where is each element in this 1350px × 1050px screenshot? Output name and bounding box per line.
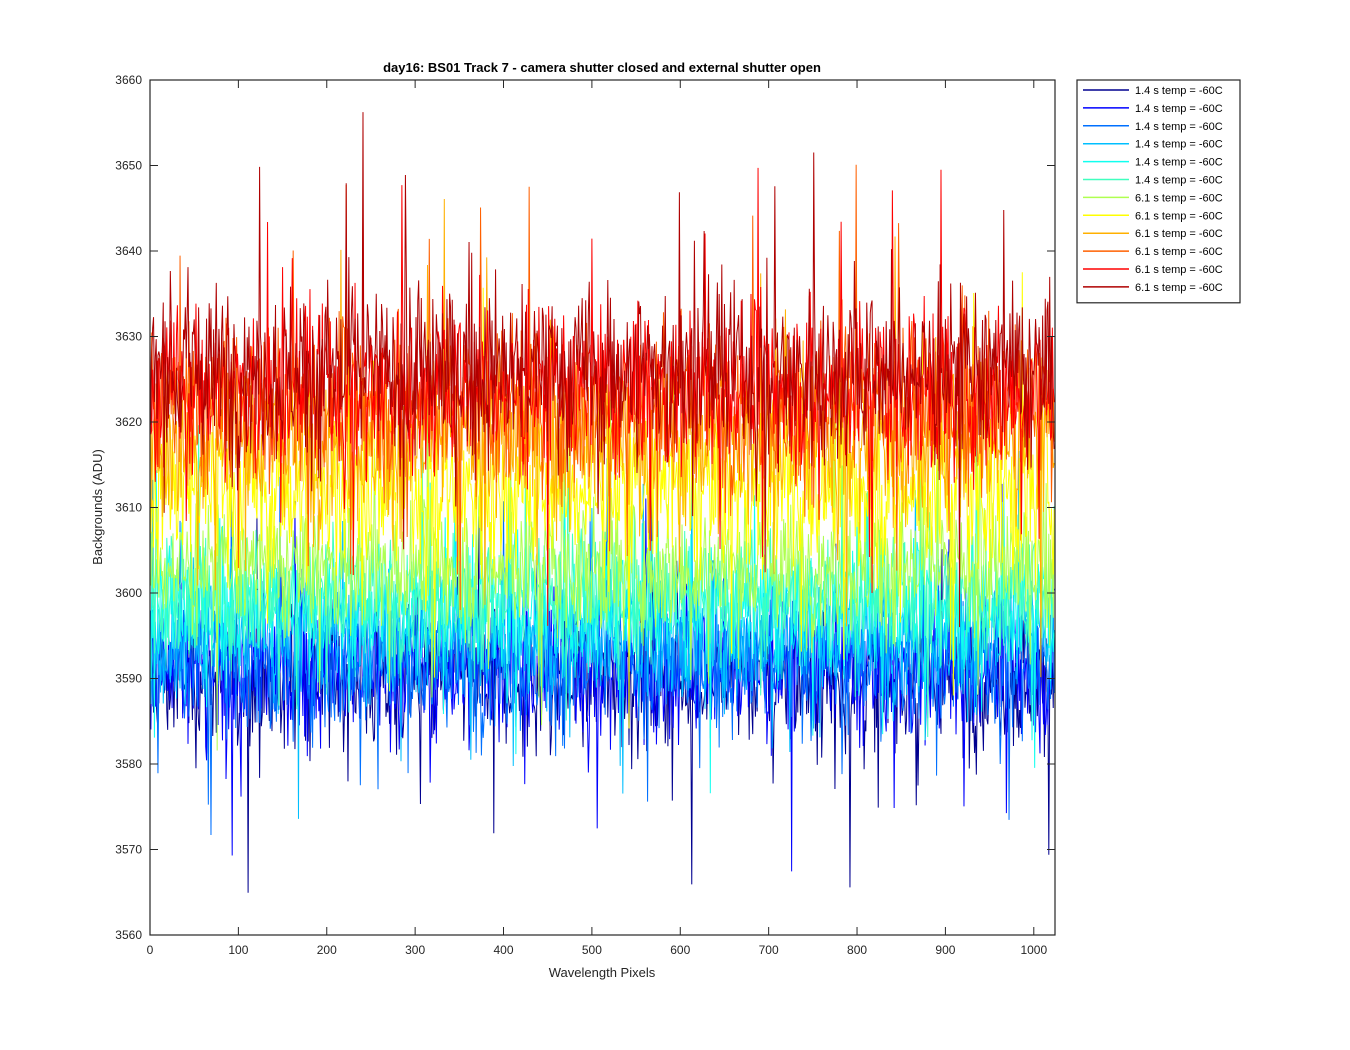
legend-entry: 6.1 s temp = -60C (1135, 192, 1223, 204)
legend-entry: 1.4 s temp = -60C (1135, 175, 1223, 187)
y-tick-label: 3600 (115, 586, 142, 600)
legend-entry: 6.1 s temp = -60C (1135, 282, 1223, 294)
y-tick-label: 3650 (115, 159, 142, 173)
legend-entry: 6.1 s temp = -60C (1135, 264, 1223, 276)
y-tick-label: 3630 (115, 330, 142, 344)
y-tick-label: 3610 (115, 501, 142, 515)
y-tick-label: 3580 (115, 757, 142, 771)
legend-entry: 1.4 s temp = -60C (1135, 139, 1223, 151)
x-tick-label: 1000 (1020, 943, 1047, 957)
series-line-4 (149, 451, 1055, 819)
x-tick-label: 900 (935, 943, 955, 957)
y-axis-label: Backgrounds (ADU) (90, 449, 105, 565)
legend-entry: 1.4 s temp = -60C (1135, 157, 1223, 169)
series-line-12 (149, 112, 1055, 628)
y-tick-label: 3570 (115, 843, 142, 857)
series-layer (149, 112, 1055, 893)
y-tick-label: 3640 (115, 244, 142, 258)
legend-box (1076, 79, 1241, 304)
x-tick-label: 700 (759, 943, 779, 957)
y-tick-label: 3560 (115, 928, 142, 942)
x-tick-label: 400 (494, 943, 514, 957)
y-tick-label: 3590 (115, 672, 142, 686)
x-axis-label: Wavelength Pixels (549, 965, 656, 980)
chart-title: day16: BS01 Track 7 - camera shutter clo… (383, 60, 821, 75)
y-tick-label: 3660 (115, 73, 142, 87)
legend-entry: 6.1 s temp = -60C (1135, 210, 1223, 222)
x-tick-label: 300 (405, 943, 425, 957)
legend-entry: 6.1 s temp = -60C (1135, 246, 1223, 258)
legend-entry: 1.4 s temp = -60C (1135, 121, 1223, 133)
x-tick-label: 200 (317, 943, 337, 957)
legend-entry: 1.4 s temp = -60C (1135, 103, 1223, 115)
x-tick-label: 800 (847, 943, 867, 957)
legend: 1.4 s temp = -60C 1.4 s temp = -60C 1.4 s … (1076, 79, 1241, 304)
legend-entry: 1.4 s temp = -60C (1135, 85, 1223, 97)
x-tick-label: 100 (228, 943, 248, 957)
x-tick-label: 0 (147, 943, 154, 957)
x-tick-label: 500 (582, 943, 602, 957)
axes-layer: 0 100 200 300 400 500 600 700 800 900 1000 3560 3570… (115, 73, 1056, 957)
x-tick-label: 600 (670, 943, 690, 957)
series-line-7 (149, 382, 1055, 751)
legend-entry: 6.1 s temp = -60C (1135, 228, 1223, 240)
y-tick-label: 3620 (115, 415, 142, 429)
